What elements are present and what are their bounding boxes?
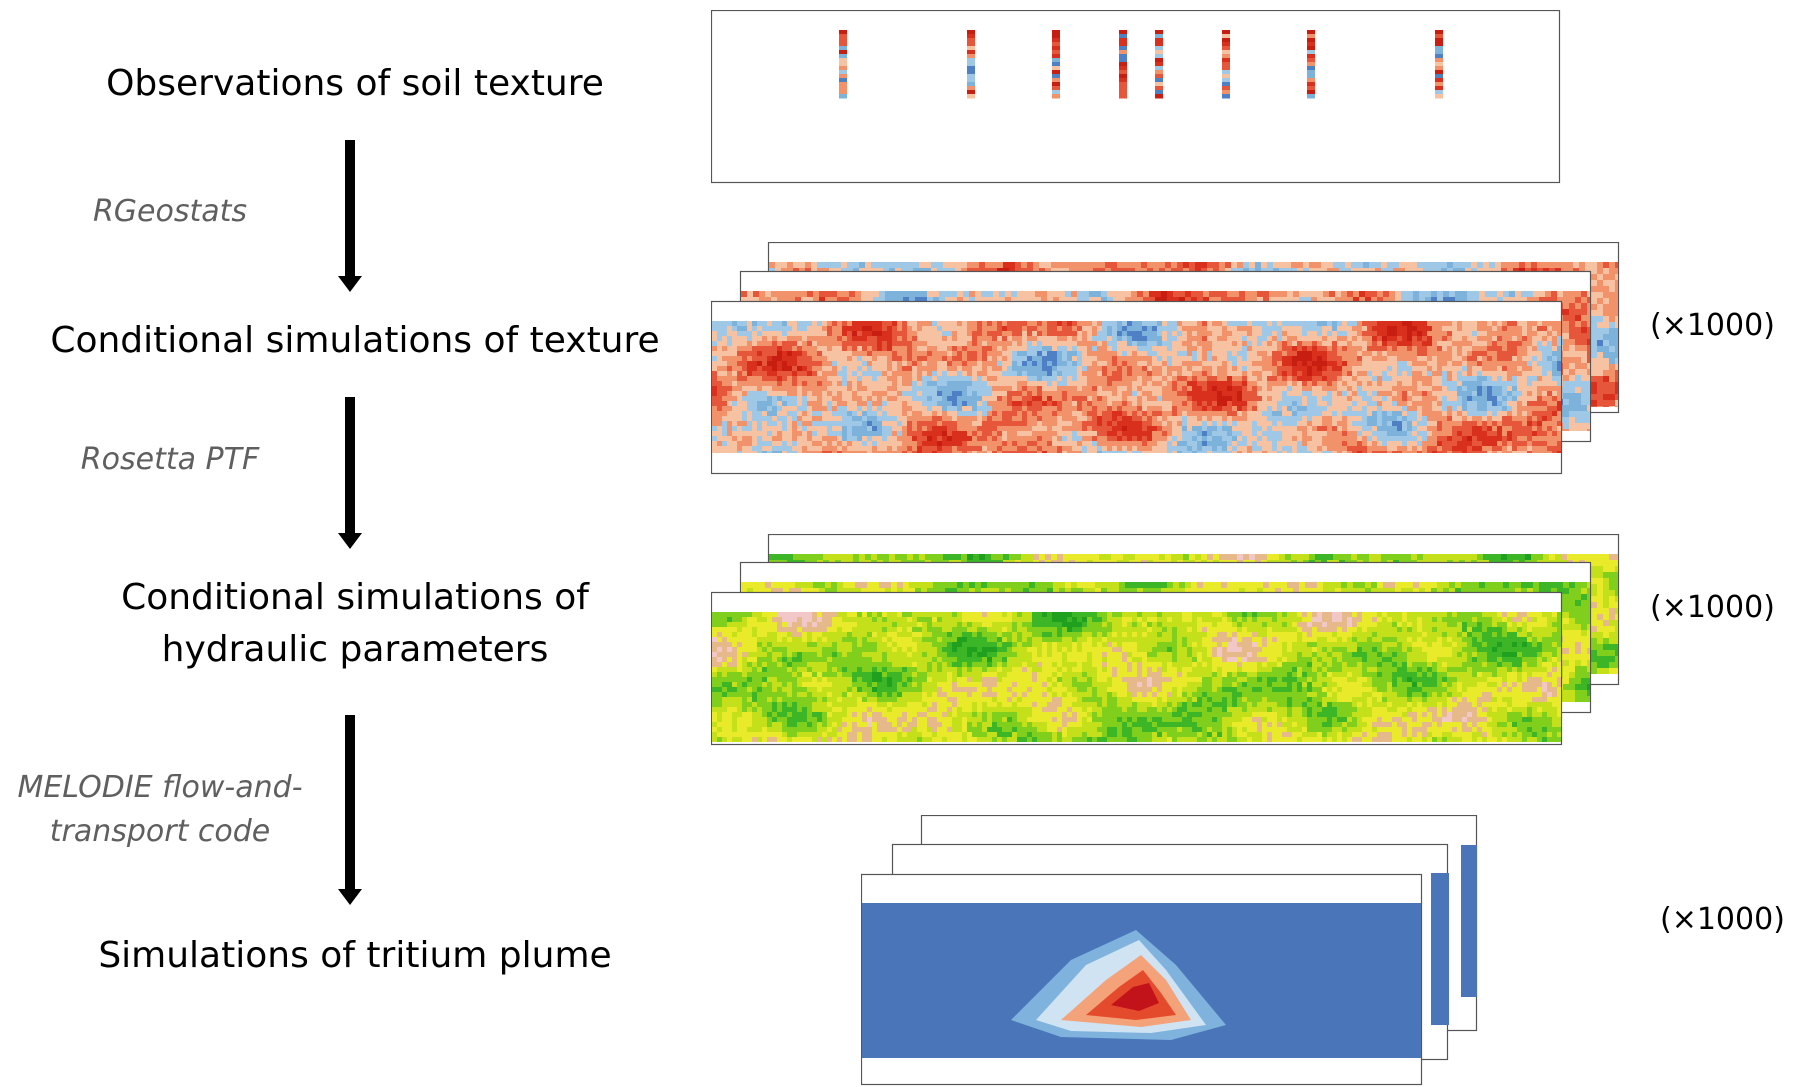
step-tritium-plume: Simulations of tritium plume [0,930,710,982]
tool-rosetta-label: Rosetta PTF [81,442,259,477]
multiplier-texture-label: (×1000) [1650,308,1775,343]
tool-melodie: MELODIE flow-and- transport code [0,766,320,854]
tool-rgeostats-label: RGeostats [93,194,247,229]
arrow-down-icon [338,140,362,292]
step-hydraulic-label-line1: Conditional simulations of [0,572,710,624]
tritium-plume-stack [861,815,1481,1087]
multiplier-hydraulic: (×1000) [1650,590,1775,625]
soil-texture-boreholes-image [711,10,1561,184]
hydraulic-simulations-stack [711,534,1623,748]
step-hydraulic-simulations: Conditional simulations of hydraulic par… [0,572,710,676]
multiplier-plume-label: (×1000) [1660,902,1785,937]
step-observations: Observations of soil texture [0,58,710,110]
multiplier-hydraulic-label: (×1000) [1650,590,1775,625]
multiplier-texture: (×1000) [1650,308,1775,343]
step-observations-label: Observations of soil texture [106,63,604,104]
tool-rosetta: Rosetta PTF [50,438,290,482]
arrow-down-icon [338,715,362,905]
tool-melodie-label-line2: transport code [0,810,320,854]
observations-panel [711,10,1561,185]
hydraulic-field-images [711,534,1620,746]
texture-simulations-stack [711,242,1623,477]
step-hydraulic-label-line2: hydraulic parameters [0,624,710,676]
texture-field-images [711,242,1620,475]
multiplier-plume: (×1000) [1660,902,1785,937]
arrow-down-icon [338,397,362,549]
tool-melodie-label-line1: MELODIE flow-and- [0,766,320,810]
step-texture-label: Conditional simulations of texture [50,320,659,361]
tritium-plume-images [861,815,1478,1086]
tool-rgeostats: RGeostats [60,190,280,234]
step-plume-label: Simulations of tritium plume [98,935,611,976]
step-texture-simulations: Conditional simulations of texture [0,315,710,367]
